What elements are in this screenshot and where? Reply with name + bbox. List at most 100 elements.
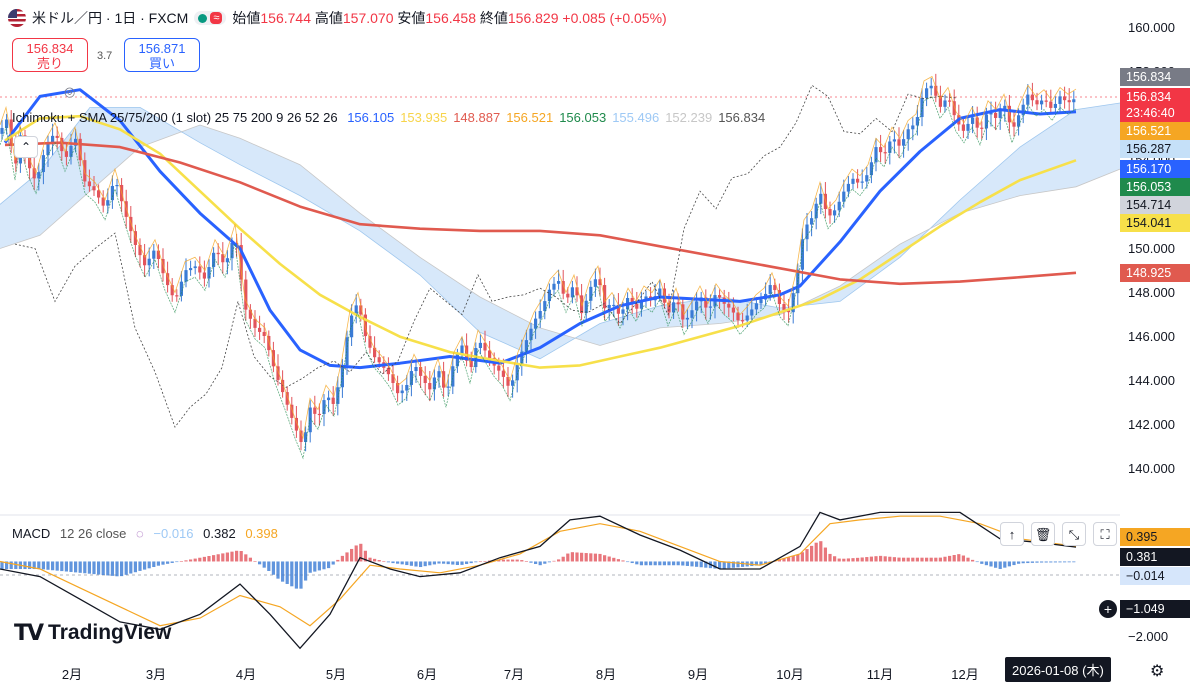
candle bbox=[846, 176, 850, 198]
macd-bar bbox=[225, 552, 229, 562]
market-open-dot-icon bbox=[198, 13, 208, 23]
candle-body bbox=[1030, 94, 1034, 101]
macd-bar bbox=[304, 561, 308, 581]
macd-bar bbox=[0, 561, 4, 570]
candle-body bbox=[1040, 100, 1044, 105]
x-tick-label: 7月 bbox=[503, 667, 525, 682]
macd-bar bbox=[469, 561, 473, 564]
candle bbox=[938, 85, 942, 113]
candle-body bbox=[1044, 100, 1048, 102]
macd-bar bbox=[437, 561, 441, 564]
macd-bar bbox=[736, 561, 740, 568]
tradingview-logo[interactable]: 𝗧𝗩 TradingView bbox=[14, 620, 171, 646]
candle bbox=[575, 276, 579, 302]
x-tick-label: 10月 bbox=[776, 667, 804, 682]
macd-bar bbox=[460, 561, 464, 565]
candle bbox=[239, 232, 243, 292]
candle-body bbox=[501, 370, 505, 377]
macd-bar bbox=[262, 561, 266, 568]
candle bbox=[400, 384, 404, 403]
candle-body bbox=[405, 384, 409, 391]
macd-bar bbox=[207, 555, 211, 562]
price-tag: 23:46:40 bbox=[1120, 104, 1190, 122]
macd-bar bbox=[51, 561, 55, 571]
candle-body bbox=[322, 400, 326, 415]
move-up-button[interactable]: ↑ bbox=[1000, 522, 1024, 546]
collapse-legend-button[interactable]: ⌃ bbox=[14, 136, 38, 158]
candle-body bbox=[198, 266, 202, 273]
candle bbox=[189, 260, 193, 276]
macd-bar bbox=[805, 549, 809, 562]
macd-bar bbox=[1021, 561, 1025, 564]
candle bbox=[1058, 90, 1062, 112]
y-tick-label: 142.000 bbox=[1128, 416, 1175, 432]
candle bbox=[980, 121, 984, 140]
candle-body bbox=[966, 123, 970, 131]
candle bbox=[313, 395, 317, 425]
candle-body bbox=[708, 306, 712, 308]
gear-icon[interactable]: ⚙ bbox=[1150, 663, 1165, 680]
candle bbox=[304, 426, 308, 452]
candle-body bbox=[156, 250, 160, 259]
candle-body bbox=[593, 279, 597, 287]
candle-body bbox=[166, 273, 170, 286]
macd-histogram bbox=[0, 541, 1076, 589]
candle-body bbox=[685, 317, 689, 320]
macd-bar bbox=[639, 561, 643, 566]
market-status-badge[interactable]: ≈ bbox=[194, 11, 227, 25]
candle bbox=[92, 176, 96, 196]
maximize-pane-button[interactable]: ⛶ bbox=[1093, 522, 1117, 546]
price-tag: 154.041 bbox=[1120, 214, 1190, 232]
candle-body bbox=[432, 377, 436, 390]
change-value: +0.085 (+0.05%) bbox=[562, 10, 667, 26]
symbol-title[interactable]: 米ドル／円 · 1日 · FXCM bbox=[32, 10, 189, 26]
macd-legend[interactable]: MACD 12 26 close ◌ −0.016 0.382 0.398 bbox=[12, 526, 284, 541]
macd-bar bbox=[662, 561, 666, 566]
crosshair-date-tag: 2026-01-08 (木) bbox=[1005, 657, 1111, 682]
candle bbox=[156, 244, 160, 269]
candle-body bbox=[948, 100, 952, 102]
macd-bar bbox=[727, 561, 731, 569]
candle-body bbox=[731, 307, 735, 313]
grid bbox=[0, 96, 1120, 576]
candle-body bbox=[317, 413, 321, 416]
candle-body bbox=[819, 193, 823, 204]
macd-bar bbox=[888, 556, 892, 562]
legend-value: 155.496 bbox=[612, 110, 660, 125]
kijun-sen bbox=[0, 95, 1077, 460]
candle-body bbox=[294, 417, 298, 431]
settings-cycle-icon[interactable]: ◌ bbox=[136, 526, 144, 541]
macd-bar bbox=[1026, 561, 1030, 564]
candle-body bbox=[704, 297, 708, 308]
macd-bar bbox=[423, 561, 427, 567]
candle-body bbox=[285, 392, 289, 405]
candle bbox=[948, 93, 952, 107]
macd-bar bbox=[83, 561, 87, 574]
candle-body bbox=[143, 255, 147, 266]
collapse-pane-button[interactable]: ⤡ bbox=[1062, 522, 1086, 546]
candle-body bbox=[202, 272, 206, 279]
candle bbox=[437, 365, 441, 388]
candle bbox=[529, 322, 533, 352]
candle-body bbox=[575, 287, 579, 296]
candle bbox=[37, 163, 41, 191]
indicator-legend[interactable]: Ichimoku + SMA 25/75/200 (1 slot) 25 75 … bbox=[12, 110, 777, 125]
buy-button[interactable]: 156.871 買い bbox=[124, 38, 200, 72]
add-plus-icon[interactable]: + bbox=[1099, 600, 1117, 618]
hide-eye-icon[interactable]: ◎ bbox=[64, 84, 76, 99]
candle-body bbox=[639, 299, 643, 309]
macd-bar bbox=[97, 561, 101, 575]
candle bbox=[662, 282, 666, 309]
candle bbox=[267, 330, 271, 357]
sell-button[interactable]: 156.834 売り bbox=[12, 38, 88, 72]
macd-bar bbox=[557, 559, 561, 562]
candle bbox=[1026, 84, 1030, 112]
macd-bar bbox=[253, 560, 257, 562]
delete-pane-button[interactable]: 🗑 bbox=[1031, 522, 1055, 546]
candle-body bbox=[69, 145, 73, 157]
macd-value-tag: −1.049 bbox=[1120, 600, 1190, 618]
candle bbox=[308, 400, 312, 443]
candle bbox=[1053, 96, 1057, 115]
candle-body bbox=[902, 139, 906, 146]
